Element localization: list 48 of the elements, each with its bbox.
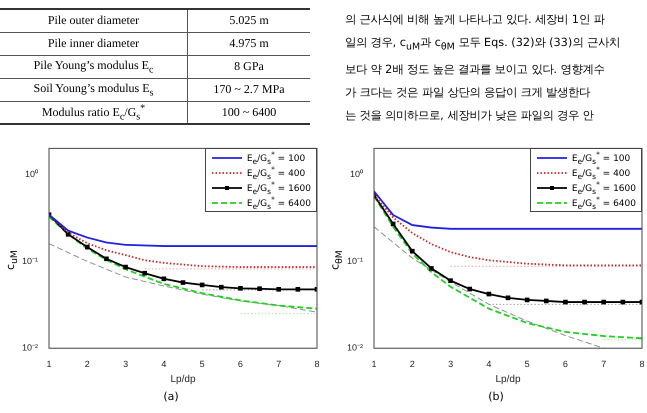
x-tick-label: 5 (200, 359, 205, 370)
text: 5.025 m (228, 12, 270, 30)
y-tick-label: 10⁻² (346, 342, 364, 353)
text: Pile inner diameter (0, 32, 188, 55)
text: Pile Young’s modulus E$_{c}$ (0, 55, 188, 78)
legend-label: E$_{e}$/G$_{s}$$^{*}$ = 6400 (572, 195, 636, 211)
y-tick-label: 10⁻¹ (22, 256, 38, 266)
x-tick-label: 2 (84, 359, 90, 370)
legend-label: E$_{e}$/G$_{s}$$^{*}$ = 1600 (246, 180, 311, 196)
text: 가 크다는 것은 파일 상단의 응답이 크게 발생한다 (345, 85, 592, 102)
x-tick-label: 3 (123, 359, 128, 370)
x-axis-title: Lp/dp (170, 374, 196, 385)
x-axis-title: Lp/dp (495, 374, 521, 385)
text: 는 것을 의미하므로, 세장비가 낮은 파일의 경우 안 (345, 108, 595, 124)
text: Soil Young’s modulus E$_{s}$ (0, 78, 188, 101)
x-tick-label: 5 (524, 359, 530, 370)
text: (b) (487, 390, 505, 403)
legend-label: E$_{e}$/G$_{s}$$^{*}$ = 1600 (572, 180, 636, 196)
text: Pile outer diameter (0, 9, 188, 32)
y-tick-label: 10⁰ (350, 169, 364, 180)
x-tick-label: 1 (46, 359, 52, 370)
text: 의 근사식에 비해 높게 나타나고 있다. 세장비 1인 파 (345, 12, 606, 28)
y-tick-label: 10⁻² (22, 342, 38, 353)
text: 100 ~ 6400 (220, 104, 278, 121)
x-tick-label: 4 (161, 359, 166, 370)
x-tick-label: 6 (562, 359, 568, 370)
text: 보다 약 2배 정도 높은 결과를 보이고 있다. 영향계수 (345, 62, 606, 78)
y-tick-label: 10⁻¹ (346, 256, 364, 266)
text: 일의 경우, c$_{uM}$과 c$_{θM}$ 모두 Eqs. (32)와 (33)의 근사치 (345, 35, 621, 54)
x-tick-label: 7 (276, 359, 282, 370)
legend-label: E$_{e}$/G$_{s}$$^{*}$ = 400 (246, 165, 306, 181)
legend-label: E$_{e}$/G$_{s}$$^{*}$ = 400 (572, 165, 630, 181)
x-tick-label: 2 (410, 359, 415, 370)
legend-label: E$_{e}$/G$_{s}$$^{*}$ = 100 (246, 150, 306, 166)
text: (a) (162, 390, 180, 403)
x-tick-label: 3 (448, 359, 454, 370)
text: 170 ~ 2.7 MPa (212, 81, 286, 98)
text: 8 GPa (233, 58, 265, 75)
legend-label: E$_{e}$/G$_{s}$$^{*}$ = 6400 (246, 195, 311, 211)
legend-label: E$_{e}$/G$_{s}$$^{*}$ = 100 (572, 150, 630, 166)
text: 4.975 m (228, 35, 270, 52)
x-tick-label: 8 (314, 359, 320, 370)
x-tick-label: 1 (372, 359, 377, 370)
y-tick-label: 10⁰ (24, 169, 38, 180)
x-tick-label: 6 (238, 359, 243, 370)
x-tick-label: 4 (486, 359, 492, 370)
x-tick-label: 7 (601, 359, 606, 370)
x-tick-label: 8 (639, 359, 645, 370)
